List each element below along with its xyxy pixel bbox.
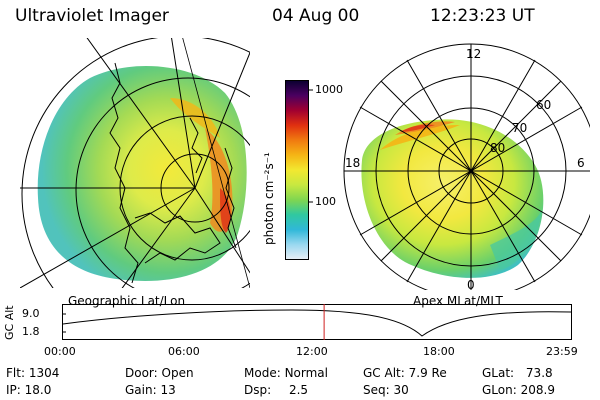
dsp-value: 2.5 — [288, 383, 309, 397]
mlt-label-bottom: 0 — [467, 278, 475, 292]
time-tick-3: 18:00 — [423, 345, 455, 358]
glon-label: GLon: — [482, 383, 517, 397]
glon-info: GLon: 208.9 — [482, 383, 555, 397]
mlt-label-right: 6 — [577, 156, 585, 170]
door-label: Door: — [125, 366, 158, 380]
gcalt-label: GC Alt: — [363, 366, 405, 380]
mlt-label-top: 12 — [466, 47, 482, 61]
ip-info: IP: 18.0 — [6, 383, 51, 397]
altitude-ylabel: GC Alt — [3, 305, 16, 340]
flt-label: Flt: — [6, 366, 25, 380]
ip-label: IP: — [6, 383, 21, 397]
colorbar — [285, 80, 309, 260]
time-tick-4: 23:59 — [546, 345, 578, 358]
mlat-ring-60: 60 — [536, 98, 552, 112]
door-info: Door: Open — [125, 366, 194, 380]
mlat-ring-80: 80 — [490, 141, 506, 155]
seq-value: 30 — [393, 383, 409, 397]
mlt-polar-plot — [343, 43, 590, 290]
time-label: 12:23:23 UT — [430, 6, 535, 26]
instrument-title: Ultraviolet Imager — [15, 6, 169, 26]
time-tick-1: 06:00 — [168, 345, 200, 358]
glat-label: GLat: — [482, 366, 515, 380]
gain-label: Gain: — [125, 383, 157, 397]
door-value: Open — [161, 366, 194, 380]
geographic-image — [20, 38, 250, 288]
dsp-info: Dsp: 2.5 — [244, 383, 308, 397]
seq-label: Seq: — [363, 383, 390, 397]
gcalt-info: GC Alt: 7.9 Re — [363, 366, 447, 380]
glat-info: GLat: 73.8 — [482, 366, 553, 380]
altitude-ytick-low: 1.8 — [22, 325, 40, 338]
glat-value: 73.8 — [525, 366, 553, 380]
time-tick-0: 00:00 — [44, 345, 76, 358]
mode-info: Mode: Normal — [244, 366, 328, 380]
seq-info: Seq: 30 — [363, 383, 409, 397]
ip-value: 18.0 — [24, 383, 52, 397]
date-label: 04 Aug 00 — [272, 6, 360, 26]
flt-info: Flt: 1304 — [6, 366, 59, 380]
flt-value: 1304 — [28, 366, 60, 380]
altitude-plot — [62, 304, 572, 340]
gcalt-value: 7.9 Re — [408, 366, 447, 380]
dsp-label: Dsp: — [244, 383, 272, 397]
time-tick-2: 12:00 — [296, 345, 328, 358]
mode-value: Normal — [284, 366, 328, 380]
colorbar-tick-100: 100 — [315, 195, 336, 208]
altitude-ytick-high: 9.0 — [22, 307, 40, 320]
gain-value: 13 — [160, 383, 176, 397]
gain-info: Gain: 13 — [125, 383, 176, 397]
colorbar-tick-1000: 1000 — [315, 83, 343, 96]
colorbar-unit-label: photon cm⁻²s⁻¹ — [262, 152, 276, 245]
colorbar-ticks — [308, 89, 313, 203]
colorbar-fill — [285, 80, 309, 260]
glon-value: 208.9 — [520, 383, 555, 397]
mlt-label-left: 18 — [345, 156, 361, 170]
mlat-ring-70: 70 — [512, 121, 528, 135]
mode-label: Mode: — [244, 366, 281, 380]
colorbar-gradient — [285, 80, 309, 260]
